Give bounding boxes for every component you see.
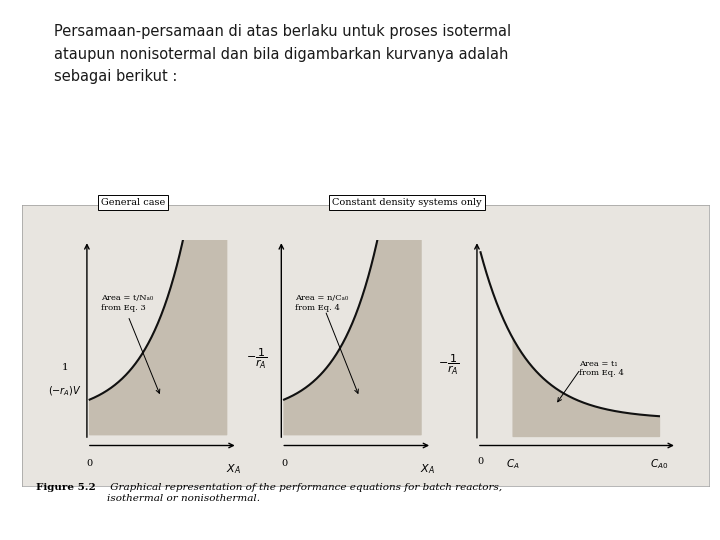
Text: 0: 0 bbox=[281, 459, 287, 468]
Text: Figure 5.2: Figure 5.2 bbox=[36, 483, 96, 492]
Text: 0: 0 bbox=[86, 459, 93, 468]
Text: $(-r_A)V$: $(-r_A)V$ bbox=[48, 384, 82, 399]
Text: 0: 0 bbox=[477, 457, 484, 467]
Text: Constant density systems only: Constant density systems only bbox=[332, 198, 482, 207]
Text: Persamaan-persamaan di atas berlaku untuk proses isotermal
ataupun nonisotermal : Persamaan-persamaan di atas berlaku untu… bbox=[54, 24, 511, 84]
Text: $-\dfrac{1}{r_A}$: $-\dfrac{1}{r_A}$ bbox=[246, 347, 267, 371]
Text: General case: General case bbox=[101, 198, 166, 207]
Text: Area = t/Nₐ₀
from Eq. 3: Area = t/Nₐ₀ from Eq. 3 bbox=[101, 294, 153, 312]
Text: Area = t₁
from Eq. 4: Area = t₁ from Eq. 4 bbox=[579, 360, 624, 377]
Text: $X_A$: $X_A$ bbox=[420, 462, 436, 476]
Text: $X_A$: $X_A$ bbox=[226, 462, 241, 476]
Text: $-\dfrac{1}{r_A}$: $-\dfrac{1}{r_A}$ bbox=[438, 352, 459, 376]
Text: Area = n/Cₐ₀
from Eq. 4: Area = n/Cₐ₀ from Eq. 4 bbox=[295, 294, 348, 312]
Text: $C_A$: $C_A$ bbox=[505, 457, 520, 471]
Text: $C_{A0}$: $C_{A0}$ bbox=[649, 457, 668, 471]
Text: Graphical representation of the performance equations for batch reactors,
isothe: Graphical representation of the performa… bbox=[107, 483, 502, 503]
Text: 1: 1 bbox=[62, 363, 68, 372]
